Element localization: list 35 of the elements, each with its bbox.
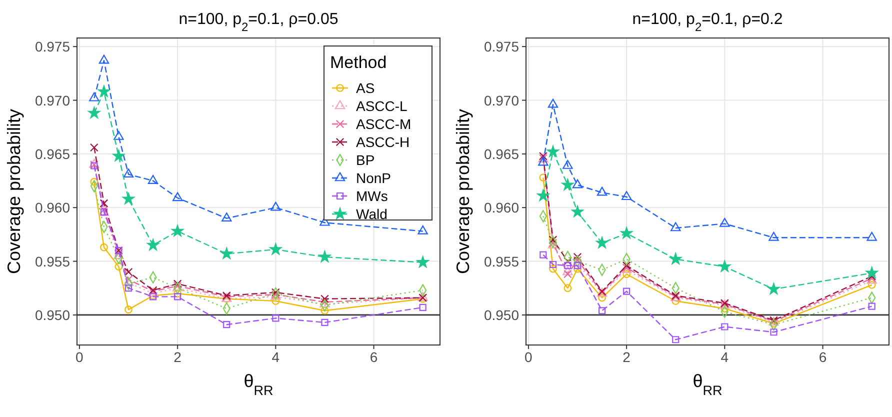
x-tick-label: 4 — [720, 349, 729, 365]
legend-label: Wald — [356, 206, 388, 222]
y-tick-label: 0.970 — [484, 92, 520, 108]
y-tick-label: 0.965 — [484, 146, 520, 162]
legend-label: ASCC-H — [356, 134, 410, 150]
legend-label: BP — [356, 152, 375, 168]
legend-label: ASCC-M — [356, 116, 412, 132]
x-tick-label: 4 — [272, 349, 280, 365]
y-tick-label: 0.960 — [34, 200, 70, 216]
y-tick-label: 0.960 — [484, 200, 520, 216]
legend-label: MWs — [356, 188, 388, 204]
chart-title: n=100, p$_{2}$=0.1, ρ=0.05 — [178, 11, 338, 34]
y-tick-label: 0.970 — [34, 92, 70, 108]
y-tick-label: 0.955 — [484, 253, 520, 270]
y-tick-label: 0.955 — [34, 253, 70, 270]
y-tick-label: 0.975 — [34, 38, 70, 55]
x-tick-label: 6 — [818, 349, 827, 365]
y-tick-label: 0.950 — [34, 306, 70, 323]
x-tick-label: 2 — [174, 349, 182, 365]
y-tick-label: 0.950 — [484, 306, 520, 323]
x-tick-label: 6 — [370, 349, 378, 365]
y-axis-title: Coverage probability — [4, 108, 24, 274]
x-axis-title: θ$_{RR}$ — [244, 371, 274, 398]
y-axis-title: Coverage probability — [453, 108, 473, 274]
legend-label: NonP — [356, 170, 392, 186]
x-axis-title: θ$_{RR}$ — [692, 371, 723, 398]
x-tick-label: 0 — [76, 349, 84, 365]
legend-label: ASCC-L — [356, 98, 408, 114]
x-tick-label: 0 — [524, 349, 533, 365]
chart-title: n=100, p$_{2}$=0.1, ρ=0.2 — [632, 11, 783, 34]
legend-label: AS — [356, 80, 375, 96]
y-tick-label: 0.965 — [34, 146, 70, 162]
x-tick-label: 2 — [622, 349, 631, 365]
y-tick-label: 0.975 — [484, 38, 520, 55]
legend-title: Method — [330, 53, 387, 72]
